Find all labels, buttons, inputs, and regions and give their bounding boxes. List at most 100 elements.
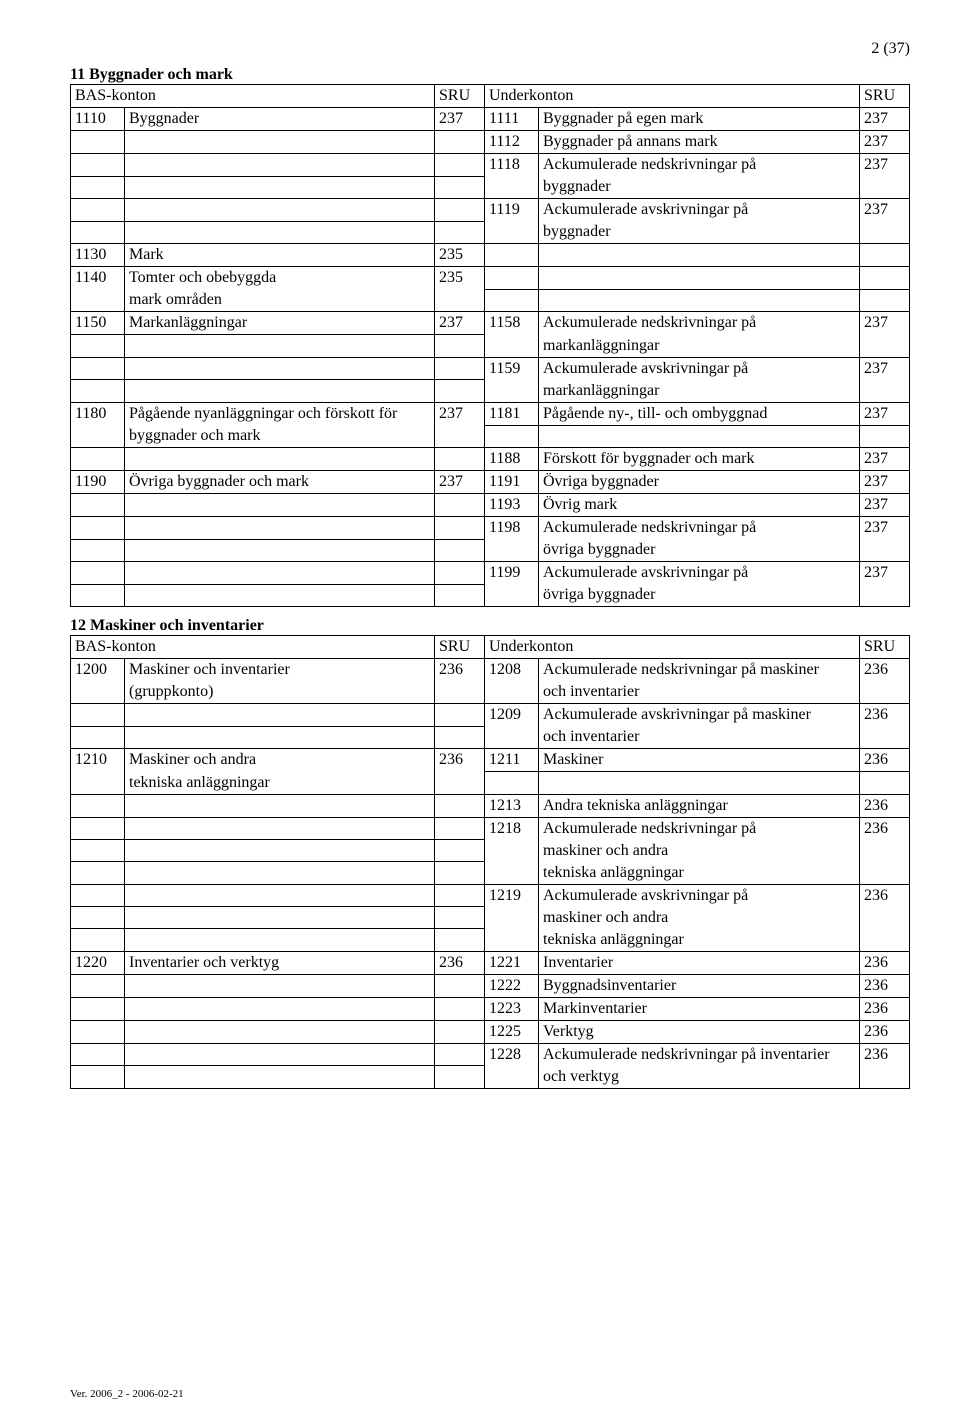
table-cell	[485, 289, 539, 312]
table-cell: 1111	[485, 108, 539, 131]
table-cell: övriga byggnader	[539, 584, 860, 607]
table-cell: 236	[860, 749, 910, 772]
table-cell: Verktyg	[539, 1020, 860, 1043]
table-cell	[435, 562, 485, 585]
table-cell	[539, 267, 860, 290]
table-cell: 236	[435, 749, 485, 772]
table-cell: Ackumulerade nedskrivningar på inventari…	[539, 1043, 860, 1066]
table-cell	[71, 1066, 125, 1089]
table-cell: och inventarier	[539, 726, 860, 749]
table-cell	[125, 974, 435, 997]
table-cell	[71, 539, 125, 562]
col-header: BAS-konton	[71, 85, 435, 108]
table-cell	[485, 425, 539, 448]
table-cell	[860, 289, 910, 312]
table-cell: Ackumulerade nedskrivningar på	[539, 312, 860, 335]
table-cell	[125, 131, 435, 154]
table-cell: 237	[860, 517, 910, 540]
table-cell	[71, 357, 125, 380]
table-cell: Markinventarier	[539, 997, 860, 1020]
table-cell: Pågående ny-, till- och ombyggnad	[539, 402, 860, 425]
table-cell	[71, 907, 125, 929]
table-cell: Ackumulerade avskrivningar på	[539, 357, 860, 380]
table-cell	[435, 154, 485, 177]
table-cell: 1220	[71, 951, 125, 974]
table-cell: Mark	[125, 244, 435, 267]
table-cell	[485, 681, 539, 704]
table-cell	[71, 997, 125, 1020]
table-cell: 1193	[485, 494, 539, 517]
table-cell: Övrig mark	[539, 494, 860, 517]
table-cell	[125, 704, 435, 727]
table-cell	[71, 1020, 125, 1043]
table-cell	[71, 335, 125, 358]
table-cell	[860, 244, 910, 267]
table-cell	[71, 199, 125, 222]
table-cell: och inventarier	[539, 681, 860, 704]
table-cell	[539, 425, 860, 448]
table-cell: 1130	[71, 244, 125, 267]
table-cell: 237	[860, 448, 910, 471]
table-cell: Inventarier	[539, 951, 860, 974]
table-cell	[435, 704, 485, 727]
table-cell	[71, 1043, 125, 1066]
table-cell: Pågående nyanläggningar och förskott för	[125, 402, 435, 425]
table-cell	[485, 267, 539, 290]
table-cell	[71, 584, 125, 607]
table-cell	[435, 357, 485, 380]
table-cell	[435, 772, 485, 795]
table-cell	[435, 974, 485, 997]
table-cell: 1222	[485, 974, 539, 997]
table-cell	[435, 1043, 485, 1066]
table-cell: och verktyg	[539, 1066, 860, 1089]
table-cell	[125, 176, 435, 199]
table-cell	[125, 539, 435, 562]
table-cell	[71, 562, 125, 585]
table-cell: markanläggningar	[539, 335, 860, 358]
table-cell	[860, 335, 910, 358]
table-cell: tekniska anläggningar	[125, 772, 435, 795]
table-cell	[435, 681, 485, 704]
table-cell	[860, 907, 910, 929]
table-cell: 1188	[485, 448, 539, 471]
table-cell: 236	[860, 1043, 910, 1066]
table-cell	[435, 884, 485, 907]
table-cell: 1158	[485, 312, 539, 335]
table-cell	[125, 840, 435, 862]
table-cell: 236	[435, 659, 485, 682]
table-cell	[435, 929, 485, 952]
table-cell	[125, 221, 435, 244]
table-cell: byggnader	[539, 221, 860, 244]
table-cell	[71, 681, 125, 704]
table-cell: markanläggningar	[539, 380, 860, 403]
table-cell	[71, 794, 125, 817]
table-cell: Ackumulerade avskrivningar på maskiner	[539, 704, 860, 727]
table-cell: 1219	[485, 884, 539, 907]
table-cell	[125, 817, 435, 840]
table-cell: 236	[860, 884, 910, 907]
table-cell: 236	[860, 704, 910, 727]
table-cell: 1211	[485, 749, 539, 772]
table-cell	[71, 840, 125, 862]
table-cell	[125, 517, 435, 540]
table-cell	[435, 862, 485, 885]
table-cell	[435, 199, 485, 222]
table-cell: Ackumulerade nedskrivningar på	[539, 154, 860, 177]
table-cell: 237	[860, 562, 910, 585]
table-cell: 236	[860, 974, 910, 997]
table-cell	[539, 772, 860, 795]
table-cell: 1208	[485, 659, 539, 682]
table-cell	[125, 1020, 435, 1043]
table-cell	[485, 840, 539, 862]
table-cell: Byggnader på egen mark	[539, 108, 860, 131]
table-cell	[485, 221, 539, 244]
table-cell: (gruppkonto)	[125, 681, 435, 704]
table-cell: övriga byggnader	[539, 539, 860, 562]
table-cell	[71, 517, 125, 540]
table-cell	[435, 176, 485, 199]
table-cell: 237	[435, 402, 485, 425]
table-cell: 1180	[71, 402, 125, 425]
table-cell: byggnader	[539, 176, 860, 199]
table-cell: 1159	[485, 357, 539, 380]
table-cell	[860, 840, 910, 862]
